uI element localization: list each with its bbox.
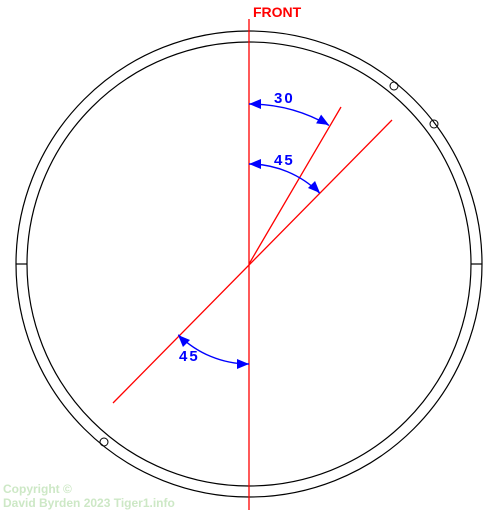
copyright-text: Copyright © David Byrden 2023 Tiger1.inf… [3,482,175,511]
angle-label-2: 45 [179,348,200,365]
angle-label-1: 45 [274,152,295,169]
diagram-svg [0,0,500,513]
copyright-line2: David Byrden 2023 Tiger1.info [3,496,175,510]
front-label: FRONT [253,4,301,20]
angle-label-0: 30 [274,90,295,107]
copyright-line1: Copyright © [3,482,72,496]
